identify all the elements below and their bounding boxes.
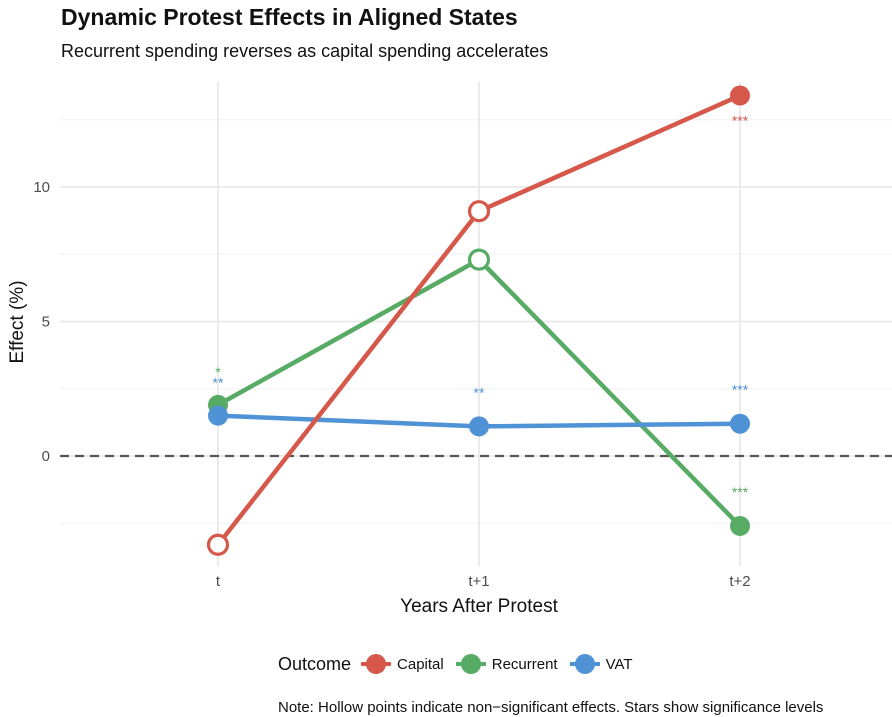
legend-title: Outcome <box>278 653 352 674</box>
chart-title: Dynamic Protest Effects in Aligned State… <box>61 4 518 30</box>
point-capital-t+1 <box>467 200 491 223</box>
x-tick-t+2: t+2 <box>729 573 750 590</box>
minor-gridlines <box>60 119 892 524</box>
point-vat-t+2 <box>730 413 750 434</box>
significance-stars: *********** *** <box>213 113 749 500</box>
y-tick-0: 0 <box>42 448 50 465</box>
stars-recurrent-t+2: *** <box>732 484 749 500</box>
legend-item-capital: Capital <box>361 650 444 678</box>
stars-vat-t: ** <box>213 375 224 391</box>
x-tick-labels: t t+1 t+2 <box>216 573 751 590</box>
point-recurrent-t+1 <box>467 248 491 271</box>
stars-vat-t+1: ** <box>474 384 485 400</box>
legend-item-vat: VAT <box>569 650 633 678</box>
legend: Outcome Capital Recurrent VAT <box>278 648 645 680</box>
legend-key-capital <box>361 654 392 674</box>
y-tick-10: 10 <box>33 179 50 196</box>
y-tick-labels: 0 5 10 <box>33 179 50 465</box>
chart-subtitle: Recurrent spending reverses as capital s… <box>61 41 549 61</box>
y-axis-title: Effect (%) <box>7 280 28 363</box>
legend-label-capital: Capital <box>397 655 444 673</box>
legend-key-vat <box>569 654 600 674</box>
x-tick-t+1: t+1 <box>468 573 489 590</box>
x-axis-title: Years After Protest <box>400 596 558 617</box>
major-gridlines <box>60 82 892 566</box>
point-recurrent-t+2 <box>730 515 750 536</box>
legend-key-recurrent <box>455 654 486 674</box>
point-vat-t+1 <box>469 416 489 437</box>
legend-item-recurrent: Recurrent <box>455 650 558 678</box>
stars-recurrent-t: * <box>215 364 221 380</box>
legend-label-vat: VAT <box>605 655 633 673</box>
series-points <box>206 85 750 556</box>
stars-vat-t+2: *** <box>732 382 749 398</box>
legend-label-recurrent: Recurrent <box>491 655 558 673</box>
point-capital-t <box>206 533 230 556</box>
point-capital-t+2 <box>730 85 750 106</box>
y-tick-5: 5 <box>42 314 50 331</box>
chart-note: Note: Hollow points indicate non−signifi… <box>278 699 824 716</box>
x-tick-t: t <box>216 573 221 590</box>
stars-capital-t+2: *** <box>732 113 749 129</box>
point-vat-t <box>208 405 228 426</box>
